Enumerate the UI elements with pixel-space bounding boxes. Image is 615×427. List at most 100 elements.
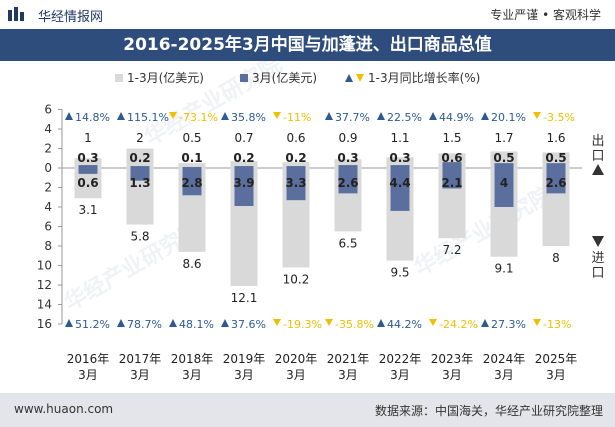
- growth-import-down-icon: [273, 319, 281, 326]
- bar-import-month: [130, 168, 150, 181]
- growth-import-value: 27.3%: [491, 318, 526, 331]
- bar-import-month: [78, 168, 98, 174]
- bar-export-ytd: [334, 159, 362, 168]
- x-category-label-line2: 3月: [286, 368, 306, 382]
- label-export-month: 0.5: [493, 151, 514, 165]
- growth-export-value: 37.7%: [335, 111, 370, 124]
- growth-export-down-icon: [533, 112, 541, 119]
- growth-export-up-icon: [117, 112, 125, 120]
- bar-import-month: [442, 168, 462, 189]
- website-link[interactable]: www.huaon.com: [14, 402, 114, 416]
- bar-export-month: [442, 162, 462, 168]
- x-category-label-line2: 3月: [338, 368, 358, 382]
- bar-export-month: [182, 167, 202, 168]
- label-export-month: 0.3: [337, 151, 358, 165]
- side-import-indicator: 进 口: [591, 236, 605, 281]
- x-category-label-line2: 3月: [494, 368, 514, 382]
- export-up-arrow-icon: [592, 164, 604, 175]
- label-import-ytd: 7.2: [442, 243, 461, 257]
- growth-import-up-icon: [377, 319, 385, 327]
- growth-import-value: 44.2%: [387, 318, 422, 331]
- label-export-month: 0.6: [441, 151, 462, 165]
- label-import-month: 1.3: [129, 176, 150, 190]
- legend: 1-3月(亿美元) 3月(亿美元) 1-3月同比增长率(%): [115, 70, 480, 85]
- side-export-indicator: 出 口: [591, 134, 605, 175]
- watermark-2: 华经产业研究院: [410, 182, 556, 282]
- label-import-ytd: 12.1: [231, 291, 258, 305]
- bar-export-ytd: [178, 163, 206, 168]
- label-import-ytd: 10.2: [283, 272, 310, 286]
- x-category-label-line2: 3月: [130, 368, 150, 382]
- growth-export-value: -11%: [283, 111, 311, 124]
- growth-import-value: -24.2%: [439, 318, 478, 331]
- growth-export-value: -3.5%: [543, 111, 575, 124]
- y-tick-label: 2: [44, 142, 52, 156]
- side-export-char-1: 出: [591, 134, 604, 149]
- y-tick-label: 4: [44, 122, 52, 136]
- legend-up-triangle-icon: [345, 74, 353, 82]
- label-export-ytd: 0.7: [234, 131, 253, 145]
- x-category-label-line2: 3月: [78, 368, 98, 382]
- bar-import-month: [390, 168, 410, 211]
- bar-import-month: [338, 168, 358, 194]
- label-import-month: 2.8: [181, 176, 202, 190]
- bar-export-month: [390, 165, 410, 168]
- label-import-month: 2.6: [337, 176, 358, 190]
- y-tick-label: 8: [44, 239, 52, 253]
- growth-export-down-icon: [169, 112, 177, 119]
- import-down-arrow-icon: [592, 236, 604, 247]
- growth-import-up-icon: [65, 319, 73, 327]
- growth-rate-labels: 14.8% 51.2% 115.1% 78.7% -73.1% 48.1% 35.8% 37.…: [65, 111, 575, 331]
- growth-import-value: 51.2%: [75, 318, 110, 331]
- data-labels: 1 0.3 0.6 3.1 2 0.2 1.3 5.8 0.5 0.1 2.8 8.6 0.7 0.2 3.…: [77, 131, 566, 305]
- label-export-ytd: 1.7: [494, 131, 513, 145]
- y-tick-label: 2: [44, 181, 52, 195]
- growth-export-value: 20.1%: [491, 111, 526, 124]
- label-import-ytd: 6.5: [338, 236, 357, 250]
- growth-export-up-icon: [377, 112, 385, 120]
- label-import-month: 0.6: [77, 176, 98, 190]
- brand-name: 华经情报网: [38, 10, 104, 25]
- x-category-label-line1: 2018年: [171, 352, 214, 366]
- bars: [74, 148, 570, 286]
- y-tick-label: 12: [37, 278, 52, 292]
- x-category-label-line1: 2016年: [67, 352, 110, 366]
- chart: 华经产业研究院 华经产业研究院 华经产业研究院 1-3月(亿美元) 3月(亿美元…: [37, 61, 605, 382]
- y-tick-label: 6: [44, 103, 52, 117]
- bar-export-month: [234, 166, 254, 168]
- growth-export-value: 14.8%: [75, 111, 110, 124]
- growth-import-value: 48.1%: [179, 318, 214, 331]
- legend-monthly-label: 3月(亿美元): [252, 70, 317, 85]
- bar-export-ytd: [230, 161, 258, 168]
- label-export-month: 0.5: [545, 151, 566, 165]
- growth-export-value: 35.8%: [231, 111, 266, 124]
- x-category-label-line1: 2024年: [483, 352, 526, 366]
- label-import-ytd: 3.1: [78, 203, 97, 217]
- bar-export-month: [546, 163, 566, 168]
- label-export-month: 0.3: [77, 151, 98, 165]
- label-export-ytd: 0.9: [338, 131, 357, 145]
- growth-import-down-icon: [325, 319, 333, 326]
- x-category-label-line1: 2023年: [431, 352, 474, 366]
- label-import-ytd: 8: [552, 251, 560, 265]
- label-import-ytd: 9.5: [390, 266, 409, 280]
- side-export-char-2: 口: [591, 149, 604, 164]
- label-import-month: 4.4: [389, 176, 410, 190]
- bar-export-month: [286, 166, 306, 168]
- growth-import-value: 78.7%: [127, 318, 162, 331]
- legend-monthly-swatch: [240, 74, 248, 82]
- growth-export-value: 44.9%: [439, 111, 474, 124]
- growth-export-up-icon: [429, 112, 437, 120]
- label-export-month: 0.3: [389, 151, 410, 165]
- legend-total-swatch: [115, 74, 123, 82]
- label-import-ytd: 9.1: [494, 262, 513, 276]
- legend-growth-label: 1-3月同比增长率(%): [368, 70, 480, 85]
- bar-import-month: [286, 168, 306, 201]
- top-bar: 华经情报网 专业严谨 • 客观科学: [0, 0, 615, 28]
- bar-export-month: [494, 163, 514, 168]
- x-category-label-line2: 3月: [442, 368, 462, 382]
- label-import-ytd: 5.8: [130, 230, 149, 244]
- x-category-label-line1: 2021年: [327, 352, 370, 366]
- label-import-month: 3.3: [285, 176, 306, 190]
